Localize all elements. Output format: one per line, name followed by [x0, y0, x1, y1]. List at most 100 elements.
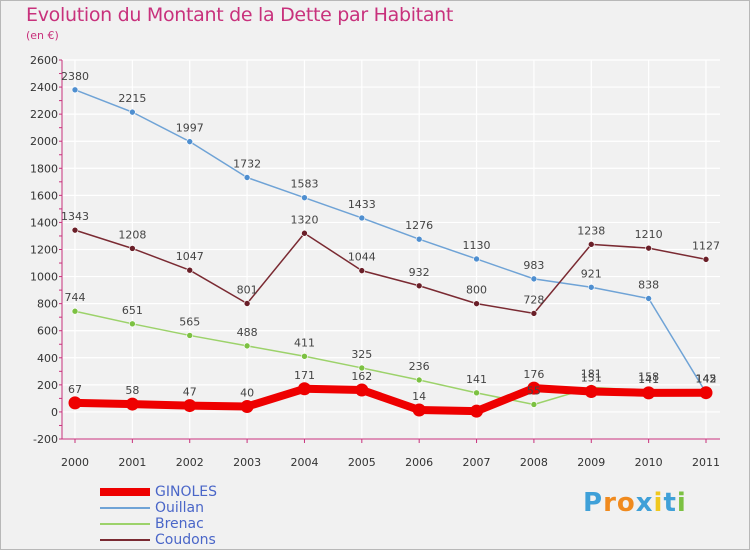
y-tick-label: 200 [37, 379, 58, 392]
data-label-coudons: 1047 [176, 250, 204, 263]
x-tick-label: 2001 [118, 456, 146, 469]
data-label-brenac: 158 [638, 371, 659, 384]
data-label-coudons: 728 [523, 293, 544, 306]
data-point-brenac [473, 389, 480, 397]
data-label-brenac: 141 [466, 373, 487, 386]
data-point-brenac [71, 307, 79, 315]
x-tick-label: 2005 [348, 456, 376, 469]
data-point-coudons [358, 267, 366, 274]
data-label-ouillan: 2380 [61, 70, 89, 83]
x-tick-label: 2006 [405, 456, 433, 469]
data-label-coudons: 1127 [692, 239, 720, 252]
data-label-ginoles: 58 [125, 384, 139, 397]
data-point-ouillan [243, 174, 251, 181]
legend-swatch [100, 488, 150, 496]
data-point-ouillan [530, 275, 538, 283]
data-point-ginoles [240, 400, 254, 414]
data-point-coudons [301, 229, 308, 237]
data-label-ginoles: 142 [696, 373, 717, 386]
chart-title: Evolution du Montant de la Dette par Hab… [26, 4, 454, 26]
data-label-brenac: 236 [409, 360, 430, 373]
y-tick-label: 1000 [30, 271, 58, 284]
y-tick-label: 1800 [30, 162, 58, 175]
data-label-brenac: 181 [581, 367, 602, 380]
logo-letter: i [676, 488, 687, 518]
data-label-ouillan: 1583 [290, 178, 318, 191]
data-label-ouillan: 1130 [463, 239, 491, 252]
data-point-coudons [129, 245, 136, 252]
data-point-ginoles [527, 381, 541, 395]
y-tick-label: 1200 [30, 244, 58, 257]
x-tick-label: 2007 [463, 456, 491, 469]
data-label-ouillan: 1732 [233, 157, 261, 170]
proxiti-logo: Proxiti [583, 488, 687, 518]
data-label-coudons: 1238 [577, 224, 605, 237]
x-tick-label: 2002 [176, 456, 204, 469]
data-label-coudons: 1320 [290, 213, 318, 226]
y-tick-label: 2000 [30, 135, 58, 148]
x-tick-label: 2009 [577, 456, 605, 469]
data-point-coudons [186, 266, 194, 274]
data-point-brenac [301, 352, 308, 360]
series-line-ouillan [74, 89, 707, 394]
legend-swatch [100, 523, 150, 525]
data-label-ouillan: 838 [638, 278, 659, 291]
data-point-brenac [129, 320, 136, 328]
data-point-coudons [415, 282, 423, 290]
data-point-coudons [587, 241, 595, 248]
data-label-coudons: 1343 [61, 210, 89, 223]
y-tick-label: 800 [37, 298, 58, 311]
data-point-ouillan [415, 235, 423, 243]
data-label-ouillan: 142 [696, 373, 717, 386]
y-tick-label: 400 [37, 352, 58, 365]
data-point-ginoles [470, 404, 484, 418]
data-point-brenac [530, 401, 538, 408]
logo-letter: t [663, 488, 677, 518]
data-point-ginoles [68, 396, 82, 410]
data-label-coudons: 1210 [635, 228, 663, 241]
data-point-coudons [473, 300, 480, 307]
data-point-ginoles [355, 383, 369, 397]
y-tick-label: 1400 [30, 216, 58, 229]
data-point-ouillan [186, 138, 194, 145]
data-point-ginoles [642, 386, 656, 400]
logo-letter: r [603, 488, 617, 518]
logo-letter: i [653, 488, 664, 518]
data-point-brenac [243, 342, 251, 350]
data-label-brenac: 411 [294, 336, 315, 349]
data-label-ginoles: 171 [294, 369, 315, 382]
data-label-brenac: 145 [696, 372, 717, 385]
y-tick-label: 0 [51, 406, 58, 419]
data-label-ginoles: 176 [523, 368, 544, 381]
data-point-coudons [71, 226, 79, 234]
data-label-brenac: 488 [237, 326, 258, 339]
data-point-ginoles [584, 384, 598, 398]
logo-letter: x [635, 488, 654, 518]
legend-label: Coudons [155, 532, 216, 548]
y-tick-label: 1600 [30, 189, 58, 202]
data-point-brenac [415, 376, 423, 384]
data-label-ginoles: 67 [68, 383, 82, 396]
legend-swatch [100, 539, 150, 541]
data-label-coudons: 800 [466, 284, 487, 297]
data-label-ginoles: 141 [638, 373, 659, 386]
y-tick-label: 2600 [30, 54, 58, 67]
y-tick-label: 600 [37, 325, 58, 338]
data-point-ginoles [125, 397, 139, 411]
legend-swatch [100, 507, 150, 509]
logo-letter: P [583, 488, 604, 518]
data-point-ouillan [71, 86, 79, 94]
series-line-coudons [74, 229, 707, 315]
chart-subtitle: (en €) [26, 29, 59, 42]
y-tick-label: 2400 [30, 81, 58, 94]
data-point-coudons [530, 310, 538, 317]
data-label-brenac: 651 [122, 304, 143, 317]
data-label-coudons: 1208 [118, 228, 146, 241]
data-label-ginoles: 162 [351, 370, 372, 383]
data-label-ginoles: 151 [581, 371, 602, 384]
data-label-ouillan: 983 [523, 259, 544, 272]
data-label-ouillan: 921 [581, 267, 602, 280]
legend-label: GINOLES [155, 484, 218, 500]
data-point-coudons [243, 300, 251, 307]
data-point-ouillan [645, 295, 652, 302]
